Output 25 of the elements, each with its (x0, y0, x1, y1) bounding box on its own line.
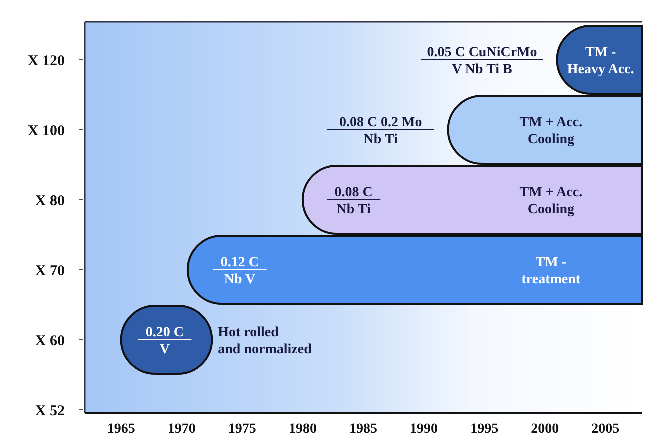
x-tick-label: 2005 (592, 422, 620, 437)
annotation: 0.08 C 0.2 Mo Nb Ti (339, 115, 422, 148)
annotation: 0.08 C Nb Ti (334, 185, 373, 218)
x-tick-label: 1980 (288, 422, 317, 437)
annotation: TM + Acc. Cooling (520, 115, 583, 148)
x-tick-label: 2000 (531, 422, 560, 437)
annotation: TM - Heavy Acc. (567, 45, 634, 78)
x-tick-label: 1975 (228, 422, 256, 437)
x-tick-label: 1965 (107, 422, 136, 437)
y-tick-label: X 80 (35, 193, 65, 210)
y-tick-label: X 100 (28, 123, 65, 140)
annotation: 0.12 C Nb V (220, 255, 260, 288)
x-tick-label: 1990 (410, 422, 438, 437)
y-tick-label: X 52 (35, 403, 65, 420)
x-tick-label: 1985 (350, 422, 378, 437)
annotation: TM - treatment (522, 255, 581, 288)
annotation: Hot rolled and normalized (218, 325, 312, 358)
y-tick-label: X 120 (28, 53, 65, 70)
annotation: 0.05 C CuNiCrMo V Nb Ti B (427, 45, 538, 78)
annotation: 0.20 C V (146, 325, 184, 358)
y-tick-label: X 60 (35, 333, 65, 350)
y-tick-label: X 70 (35, 263, 65, 280)
annotation: TM + Acc. Cooling (520, 185, 583, 218)
x-tick-label: 1995 (470, 422, 499, 437)
x-tick-label: 1970 (168, 422, 196, 437)
